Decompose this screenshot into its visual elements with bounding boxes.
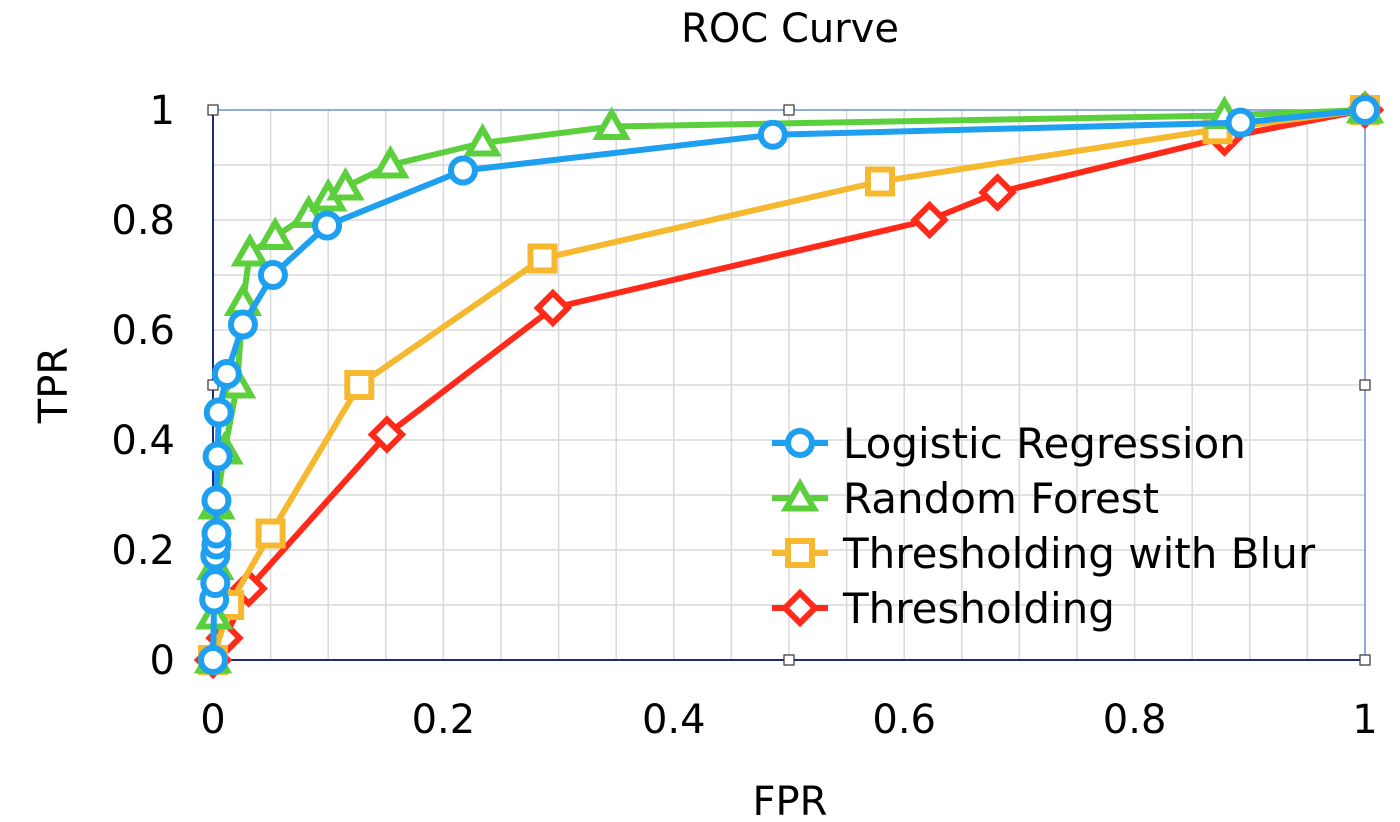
data-point (312, 210, 343, 241)
data-point (211, 359, 242, 389)
data-point (978, 173, 1017, 212)
data-point (780, 588, 820, 628)
legend-label: Random Forest (843, 474, 1159, 523)
y-tick-label: 0.2 (111, 528, 175, 574)
legend-label: Thresholding (842, 584, 1115, 633)
data-point (447, 155, 478, 186)
x-tick-label: 1 (1352, 697, 1377, 743)
data-point (198, 645, 228, 675)
data-point (592, 106, 631, 140)
data-point (533, 288, 573, 328)
data-point (230, 232, 270, 267)
data-point (256, 216, 295, 250)
chart-title: ROC Curve (681, 6, 899, 52)
legend-label: Logistic Regression (843, 419, 1246, 468)
data-point (785, 538, 815, 568)
data-point (203, 397, 234, 428)
data-point (200, 568, 231, 598)
series-layer (193, 89, 1385, 680)
y-axis-label: TPR (31, 347, 77, 424)
data-point (326, 166, 365, 201)
data-point (785, 428, 815, 458)
x-tick-label: 0.2 (412, 697, 476, 743)
data-point (257, 260, 288, 290)
x-tick-label: 0.4 (642, 697, 706, 743)
data-point (910, 200, 949, 240)
data-point (463, 122, 502, 157)
x-tick-label: 0 (200, 697, 225, 743)
data-point (527, 243, 558, 274)
data-point (367, 415, 407, 454)
data-point (201, 518, 232, 549)
y-tick-label: 0 (150, 638, 175, 684)
legend: Logistic Regression Random Forest Threshol… (772, 419, 1316, 633)
resize-handle (783, 654, 795, 666)
data-point (757, 119, 788, 150)
y-tick-label: 0.6 (111, 308, 175, 354)
tick-labels: 0 0.2 0.4 0.6 0.8 1 0 0.2 0.4 0.6 0.8 1 (111, 88, 1377, 743)
resize-handle (783, 104, 795, 116)
data-point (202, 441, 233, 472)
y-tick-label: 1 (150, 88, 175, 134)
x-tick-label: 0.8 (1103, 697, 1167, 743)
data-point (201, 485, 232, 516)
data-point (1350, 95, 1380, 125)
legend-label: Thresholding with Blur (842, 529, 1316, 578)
y-tick-label: 0.8 (111, 198, 175, 244)
data-point (1225, 107, 1256, 138)
resize-handle (1359, 654, 1371, 666)
data-point (371, 144, 410, 179)
y-tick-label: 0.4 (111, 418, 175, 464)
series-logistic-regression (198, 95, 1380, 675)
data-point (865, 166, 896, 197)
x-tick-label: 0.6 (872, 697, 936, 743)
data-point (255, 518, 286, 549)
data-point (780, 477, 820, 512)
x-axis-label: FPR (753, 779, 828, 822)
data-point (344, 370, 375, 400)
data-point (227, 309, 258, 340)
resize-handle (1359, 379, 1371, 391)
resize-handle (207, 104, 219, 116)
